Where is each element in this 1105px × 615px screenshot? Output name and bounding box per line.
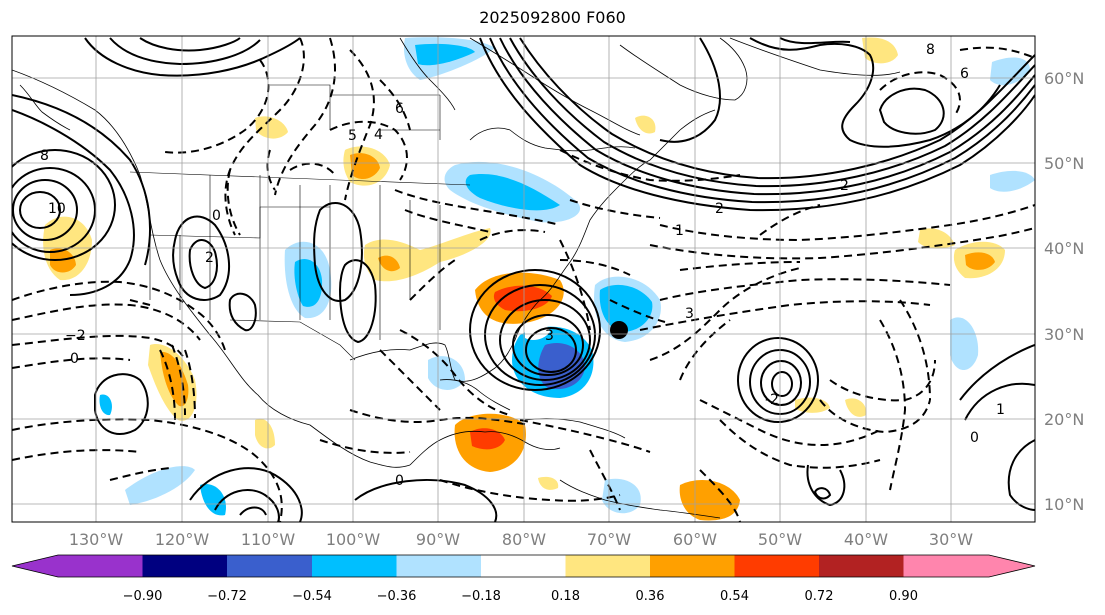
colorbar-tick-label: −0.54 bbox=[292, 589, 332, 604]
colorbar-segment bbox=[903, 555, 989, 577]
contour-label: 6 bbox=[395, 101, 404, 117]
lon-tick-label: 130°W bbox=[69, 530, 124, 549]
colorbar-segment bbox=[142, 555, 228, 577]
colorbar-tick-label: 0.54 bbox=[720, 589, 749, 604]
lon-tick-label: 70°W bbox=[587, 530, 631, 549]
lat-tick-label: 60°N bbox=[1044, 69, 1084, 88]
colorbar-segment bbox=[481, 555, 566, 577]
contour-label: −2 bbox=[65, 328, 86, 344]
lon-tick-label: 30°W bbox=[929, 530, 973, 549]
storm-center-marker bbox=[610, 321, 628, 339]
cold-area bbox=[99, 394, 112, 416]
lon-tick-label: 40°W bbox=[844, 530, 888, 549]
colorbar-segment bbox=[565, 555, 651, 577]
lon-tick-label: 80°W bbox=[502, 530, 546, 549]
lat-tick-label: 30°N bbox=[1044, 325, 1084, 344]
contour-label: 2 bbox=[205, 250, 214, 266]
colorbar-tick-label: 0.72 bbox=[805, 589, 834, 604]
contour-label: 3 bbox=[685, 306, 694, 322]
contour-label: 8 bbox=[40, 148, 49, 164]
cold-area bbox=[602, 478, 641, 514]
warm-area bbox=[965, 252, 995, 270]
colorbar-outline bbox=[11, 554, 1036, 578]
lat-tick-label: 50°N bbox=[1044, 154, 1084, 173]
contour-labels: 10 8 6 4 2 0 −2 -2 3 1 5 8 6 0 2 3 0 2 1… bbox=[40, 42, 1005, 489]
cold-area bbox=[125, 466, 195, 505]
map-title: 2025092800 F060 bbox=[479, 8, 626, 27]
colorbar-tick-label: −0.72 bbox=[207, 589, 247, 604]
lon-tick-label: 110°W bbox=[241, 530, 296, 549]
lon-tick-label: 60°W bbox=[673, 530, 717, 549]
jet-stream-contours bbox=[479, 37, 1035, 212]
lat-tick-label: 20°N bbox=[1044, 410, 1084, 429]
contour-label: 10 bbox=[48, 201, 66, 217]
contour-label: 0 bbox=[70, 351, 79, 367]
cold-area bbox=[950, 317, 979, 370]
lon-tick-label: 90°W bbox=[416, 530, 460, 549]
colorbar-tick-label: 0.90 bbox=[889, 589, 918, 604]
lat-axis: 60°N 50°N 40°N 30°N 20°N 10°N bbox=[1044, 69, 1084, 514]
warm-area bbox=[918, 228, 955, 249]
colorbar-segment bbox=[819, 555, 904, 577]
cold-area bbox=[200, 484, 226, 516]
contour-label: 2 bbox=[840, 178, 849, 194]
cold-area bbox=[990, 170, 1035, 192]
colorbar-segment bbox=[396, 555, 482, 577]
colorbar-tick-label: 0.18 bbox=[551, 589, 580, 604]
contours-solid bbox=[12, 37, 1035, 522]
cold-area bbox=[415, 43, 475, 66]
colorbar-tick-label: 0.36 bbox=[636, 589, 665, 604]
contour-label: 1 bbox=[675, 223, 684, 239]
colorbar-tick-label: −0.90 bbox=[123, 589, 163, 604]
contour-label: 6 bbox=[960, 66, 969, 82]
colorbar-segment bbox=[312, 555, 397, 577]
cold-area bbox=[428, 356, 465, 390]
lon-tick-label: 50°W bbox=[758, 530, 802, 549]
contour-label: 8 bbox=[926, 42, 935, 58]
map-content bbox=[12, 37, 1035, 522]
colorbar-tick-label: −0.18 bbox=[461, 589, 501, 604]
cold-area bbox=[465, 174, 560, 211]
colorbar-segment bbox=[650, 555, 735, 577]
lon-tick-label: 120°W bbox=[155, 530, 210, 549]
gridlines bbox=[12, 36, 1035, 522]
contour-label: 2 bbox=[715, 201, 724, 217]
colorbar: −0.90 −0.72 −0.54 −0.36 −0.18 0.18 0.36 … bbox=[11, 554, 1036, 604]
colorbar-under-extension bbox=[12, 555, 58, 577]
lon-axis: 130°W 120°W 110°W 100°W 90°W 80°W 70°W 6… bbox=[69, 530, 973, 549]
colorbar-segment bbox=[227, 555, 312, 577]
contours-dashed bbox=[12, 37, 1035, 522]
contour-label: 0 bbox=[970, 430, 979, 446]
warm-area bbox=[538, 476, 559, 490]
contour-label: 0 bbox=[212, 208, 221, 224]
colorbar-tick-label: −0.36 bbox=[377, 589, 417, 604]
map-frame bbox=[11, 35, 1036, 523]
contour-label: 3 bbox=[545, 328, 554, 344]
warm-area bbox=[378, 255, 400, 272]
warm-area bbox=[635, 115, 656, 134]
contour-label: 4 bbox=[374, 127, 383, 143]
warm-area bbox=[470, 428, 505, 450]
colorbar-segment bbox=[58, 555, 163, 577]
contour-label: 1 bbox=[996, 402, 1005, 418]
lat-tick-label: 10°N bbox=[1044, 495, 1084, 514]
warm-area bbox=[845, 398, 867, 417]
contour-label: 5 bbox=[348, 128, 357, 144]
colorbar-over-extension bbox=[989, 555, 1035, 577]
lon-tick-label: 100°W bbox=[326, 530, 381, 549]
lat-tick-label: 40°N bbox=[1044, 239, 1084, 258]
colorbar-segment bbox=[734, 555, 820, 577]
contour-label: -2 bbox=[765, 392, 779, 408]
contour-label: 0 bbox=[395, 473, 404, 489]
warm-area bbox=[493, 285, 552, 312]
warm-area bbox=[255, 116, 288, 139]
warm-area bbox=[255, 418, 275, 449]
